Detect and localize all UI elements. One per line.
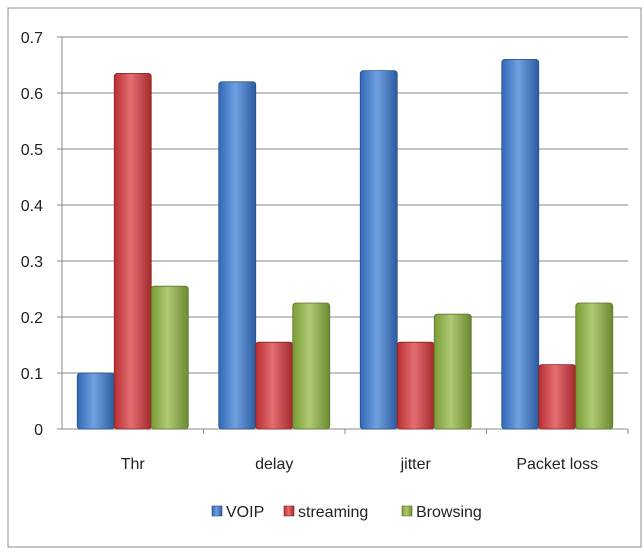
- legend-label-browsing: Browsing: [416, 504, 482, 521]
- bar-browsing-thr: [150, 285, 189, 430]
- bar-streaming-jitter: [396, 341, 435, 430]
- bar-streaming-thr: [113, 73, 152, 430]
- x-tick-label: jitter: [400, 456, 432, 473]
- bar-voip-packet-loss: [501, 59, 540, 430]
- bar-streaming-delay: [255, 341, 294, 430]
- legend-label-streaming: streaming: [298, 504, 368, 521]
- legend: VOIP streaming Browsing: [211, 504, 482, 521]
- y-tick-label: 0.4: [21, 198, 43, 215]
- y-tick-label: 0.3: [21, 254, 43, 271]
- legend-swatch-voip: [211, 505, 223, 517]
- bar-streaming-packet-loss: [538, 364, 577, 430]
- legend-label-voip: VOIP: [226, 504, 264, 521]
- y-tick-label: 0: [34, 422, 43, 439]
- x-tick-label: delay: [255, 456, 293, 473]
- bars: [76, 59, 614, 430]
- legend-swatch-streaming: [283, 505, 295, 517]
- y-tick-label: 0.6: [21, 86, 43, 103]
- bar-browsing-delay: [292, 302, 331, 430]
- legend-swatch-browsing: [401, 505, 413, 517]
- y-tick-label: 0.2: [21, 310, 43, 327]
- bar-voip-delay: [218, 81, 257, 430]
- bar-browsing-packet-loss: [575, 302, 614, 430]
- x-tick-label: Packet loss: [516, 456, 598, 473]
- bar-voip-thr: [76, 372, 115, 430]
- bar-browsing-jitter: [433, 313, 472, 430]
- tick-labels: 0 0.1 0.2 0.3 0.4 0.5 0.6 0.7 Thr delay jitter Pack…: [21, 30, 598, 473]
- y-tick-label: 0.1: [21, 366, 43, 383]
- y-tick-label: 0.5: [21, 142, 43, 159]
- y-tick-label: 0.7: [21, 30, 43, 47]
- x-tick-label: Thr: [121, 456, 146, 473]
- bar-voip-jitter: [359, 70, 398, 430]
